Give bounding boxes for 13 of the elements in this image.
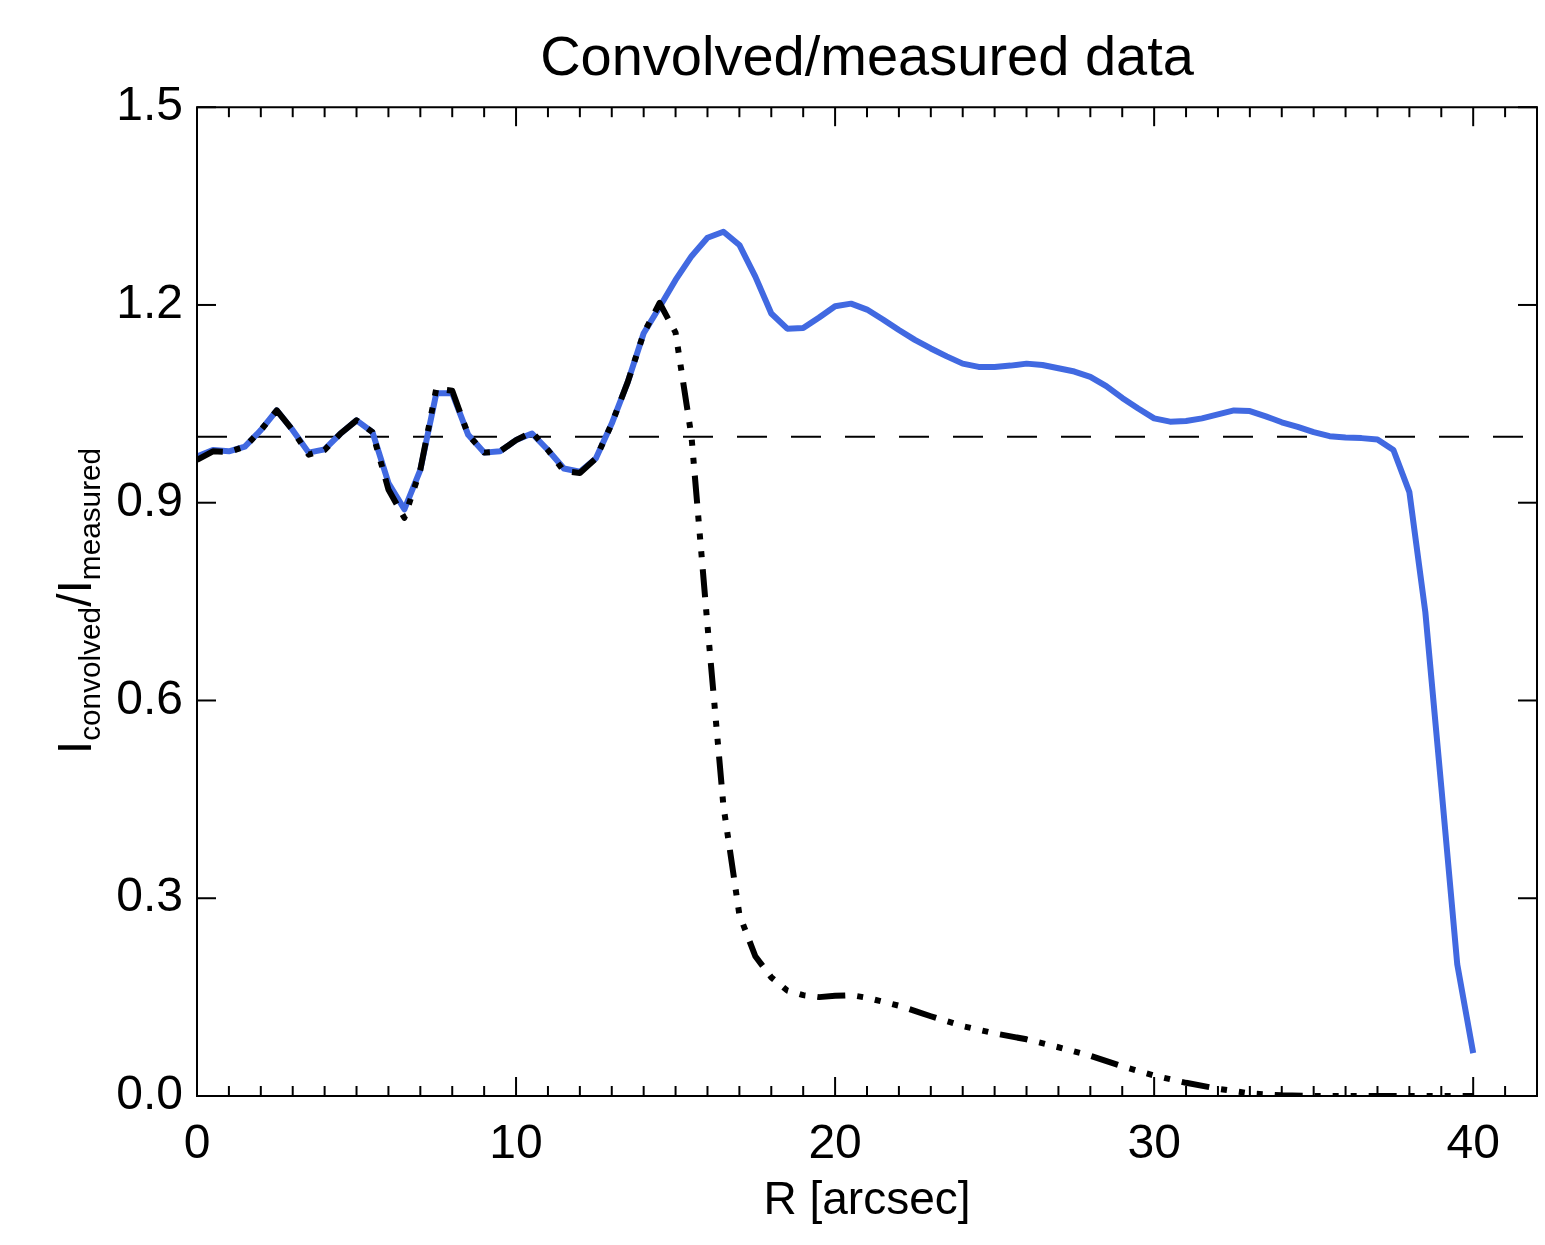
y-tick-label: 1.5: [116, 77, 183, 131]
y-tick-label: 0.6: [116, 670, 183, 724]
x-tick-label: 0: [183, 1115, 211, 1169]
y-tick-label: 0.9: [116, 472, 183, 526]
y-tick-label: 0.3: [116, 868, 183, 922]
x-axis-title: R [arcsec]: [763, 1172, 971, 1225]
x-tick-label: 10: [489, 1115, 543, 1169]
y-tick-label: 1.2: [116, 275, 183, 329]
x-tick-label: 40: [1446, 1115, 1500, 1169]
y-tick-label: 0.0: [116, 1066, 183, 1120]
x-tick-label: 30: [1127, 1115, 1181, 1169]
chart-title: Convolved/measured data: [540, 24, 1195, 88]
x-tick-label: 20: [808, 1115, 862, 1169]
